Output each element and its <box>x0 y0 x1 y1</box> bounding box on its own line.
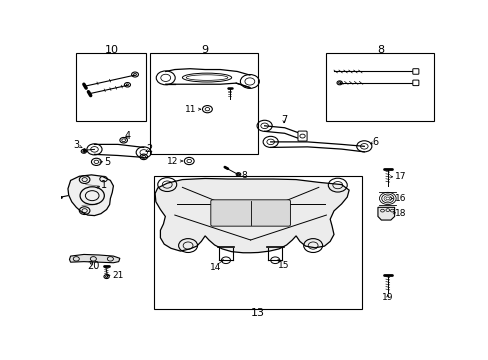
FancyBboxPatch shape <box>210 200 290 226</box>
Bar <box>326 53 433 121</box>
Text: 8: 8 <box>241 171 246 180</box>
Text: 14: 14 <box>209 263 221 272</box>
Text: 2: 2 <box>145 144 152 154</box>
Text: 1: 1 <box>101 180 107 190</box>
Text: 11: 11 <box>184 105 196 114</box>
Polygon shape <box>377 207 394 220</box>
Text: 8: 8 <box>376 45 384 55</box>
Text: 7: 7 <box>280 115 286 125</box>
Polygon shape <box>155 179 348 253</box>
Text: 17: 17 <box>395 172 406 181</box>
FancyBboxPatch shape <box>297 131 306 141</box>
Text: 6: 6 <box>372 136 378 147</box>
Bar <box>76 53 146 121</box>
Bar <box>150 53 258 154</box>
Text: 12: 12 <box>167 157 178 166</box>
Text: 16: 16 <box>395 194 406 203</box>
Text: 18: 18 <box>395 209 406 218</box>
Text: 3: 3 <box>73 140 79 150</box>
Text: 9: 9 <box>201 45 207 55</box>
Ellipse shape <box>182 73 231 82</box>
Text: 20: 20 <box>87 261 100 271</box>
Text: 13: 13 <box>251 308 264 318</box>
FancyBboxPatch shape <box>412 80 418 86</box>
Text: 21: 21 <box>112 271 123 280</box>
Text: 19: 19 <box>381 293 393 302</box>
Text: 10: 10 <box>104 45 118 55</box>
Text: 4: 4 <box>124 131 130 141</box>
Bar <box>154 176 362 309</box>
Polygon shape <box>68 175 113 216</box>
Text: 15: 15 <box>277 261 289 270</box>
Text: 5: 5 <box>104 157 110 167</box>
Polygon shape <box>69 255 120 263</box>
FancyBboxPatch shape <box>412 69 418 74</box>
